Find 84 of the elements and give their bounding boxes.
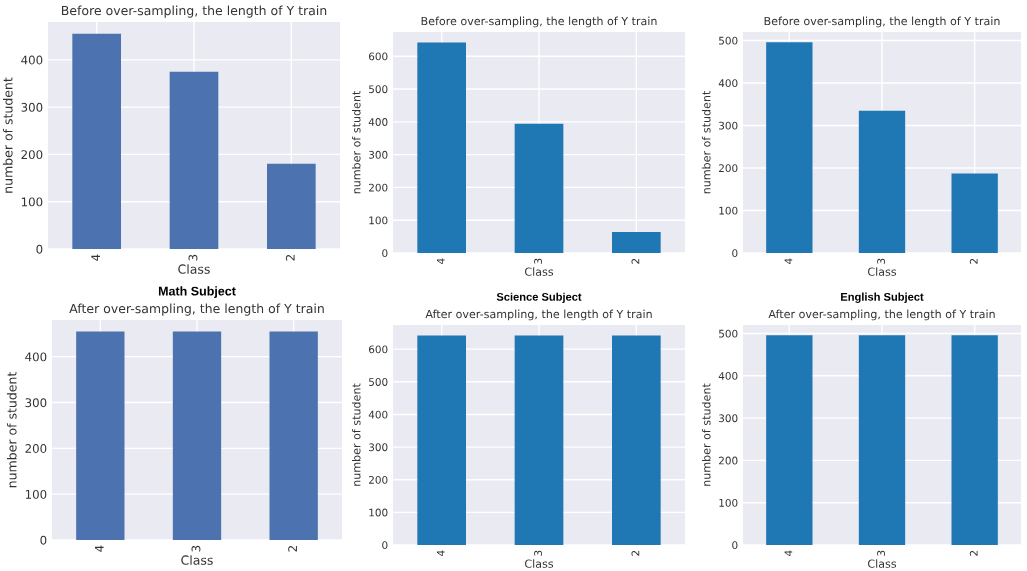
x-tick-label: 2	[288, 546, 297, 552]
y-tick-label: 100	[369, 508, 388, 517]
chart-title: Math Subject	[158, 286, 236, 298]
y-tick-label: 500	[369, 378, 388, 386]
x-tick-label: 3	[191, 545, 201, 552]
y-tick-label: 300	[719, 414, 738, 423]
x-tick-label: 2	[285, 255, 295, 261]
y-axis-title: number of student	[2, 77, 13, 193]
y-tick-label: 0	[732, 249, 738, 258]
y-tick-label: 200	[21, 150, 43, 160]
x-tick-label: 3	[534, 258, 543, 264]
y-tick-label: 100	[25, 489, 47, 499]
x-axis-title: Class	[525, 267, 554, 276]
x-tick-label: 4	[436, 258, 445, 264]
x-axis-title: Class	[178, 264, 210, 274]
x-tick-label: 2	[969, 550, 978, 556]
y-tick-label: 0	[732, 541, 738, 550]
y-tick-label: 100	[21, 197, 43, 207]
y-axis-title: number of student	[351, 383, 361, 486]
y-tick-label: 100	[369, 216, 388, 225]
x-tick-label: 4	[436, 550, 445, 556]
y-tick-label: 600	[368, 52, 388, 61]
y-tick-label: 200	[719, 456, 738, 465]
y-tick-label: 0	[36, 244, 43, 254]
bar	[267, 163, 316, 249]
bar	[612, 232, 661, 253]
chart-subtitle: After over-sampling, the length of Y train	[425, 309, 652, 321]
x-axis-title: Class	[868, 267, 897, 276]
y-tick-label: 200	[25, 444, 47, 453]
x-tick-label: 3	[877, 258, 886, 264]
x-axis-title: Class	[525, 559, 554, 568]
x-axis-title: Class	[181, 555, 213, 565]
y-tick-label: 100	[719, 498, 738, 507]
x-tick-label: 2	[631, 550, 640, 556]
chart-title: English Subject	[841, 292, 924, 303]
y-tick-label: 400	[718, 79, 738, 88]
x-tick-label: 4	[91, 254, 100, 261]
y-tick-label: 400	[21, 55, 43, 65]
y-axis-title: number of student	[701, 90, 711, 194]
y-tick-label: 400	[718, 372, 738, 380]
x-tick-label: 4	[784, 258, 793, 264]
bar	[417, 42, 466, 253]
x-tick-label: 3	[188, 254, 198, 261]
y-tick-label: 0	[382, 541, 388, 550]
y-tick-label: 400	[368, 118, 388, 126]
y-tick-label: 200	[369, 475, 388, 484]
y-tick-label: 0	[382, 249, 388, 258]
x-tick-label: 2	[969, 258, 978, 264]
bar	[514, 123, 564, 253]
chart-subtitle: After over-sampling, the length of Y train	[768, 309, 995, 321]
chart-subtitle: After over-sampling, the length of Y train	[69, 303, 324, 316]
x-tick-label: 3	[534, 550, 543, 556]
y-tick-label: 300	[369, 443, 388, 452]
y-tick-label: 200	[369, 183, 388, 192]
y-tick-label: 300	[25, 398, 47, 408]
y-tick-label: 100	[719, 206, 738, 215]
y-axis-title: number of student	[351, 90, 361, 194]
x-tick-label: 3	[877, 550, 886, 556]
y-tick-label: 0	[40, 535, 47, 545]
chart-title: Science Subject	[496, 292, 582, 303]
bar	[858, 110, 906, 253]
chart-title: Before over-sampling, the length of Y train	[421, 16, 657, 28]
bar	[169, 71, 219, 249]
bar	[766, 42, 813, 253]
x-tick-label: 4	[784, 550, 793, 556]
y-tick-label: 300	[719, 121, 738, 130]
y-tick-label: 200	[719, 164, 738, 173]
x-tick-label: 2	[631, 258, 640, 264]
y-tick-label: 500	[719, 36, 738, 45]
y-tick-label: 400	[368, 410, 388, 419]
y-axis-title: number of student	[701, 383, 711, 486]
chart-title: Before over-sampling, the length of Y train	[764, 16, 1000, 28]
y-tick-label: 500	[719, 329, 738, 338]
chart-title: Before over-sampling, the length of Y train	[61, 5, 327, 18]
x-tick-label: 4	[94, 545, 104, 552]
bar	[951, 173, 998, 253]
x-axis-title: Class	[868, 559, 897, 568]
y-tick-label: 600	[368, 345, 388, 354]
y-tick-label: 400	[25, 352, 47, 362]
bar	[72, 33, 121, 249]
y-axis-title: number of student	[6, 372, 17, 488]
y-tick-label: 300	[369, 150, 388, 159]
y-tick-label: 300	[21, 102, 43, 112]
y-tick-label: 500	[369, 85, 388, 94]
